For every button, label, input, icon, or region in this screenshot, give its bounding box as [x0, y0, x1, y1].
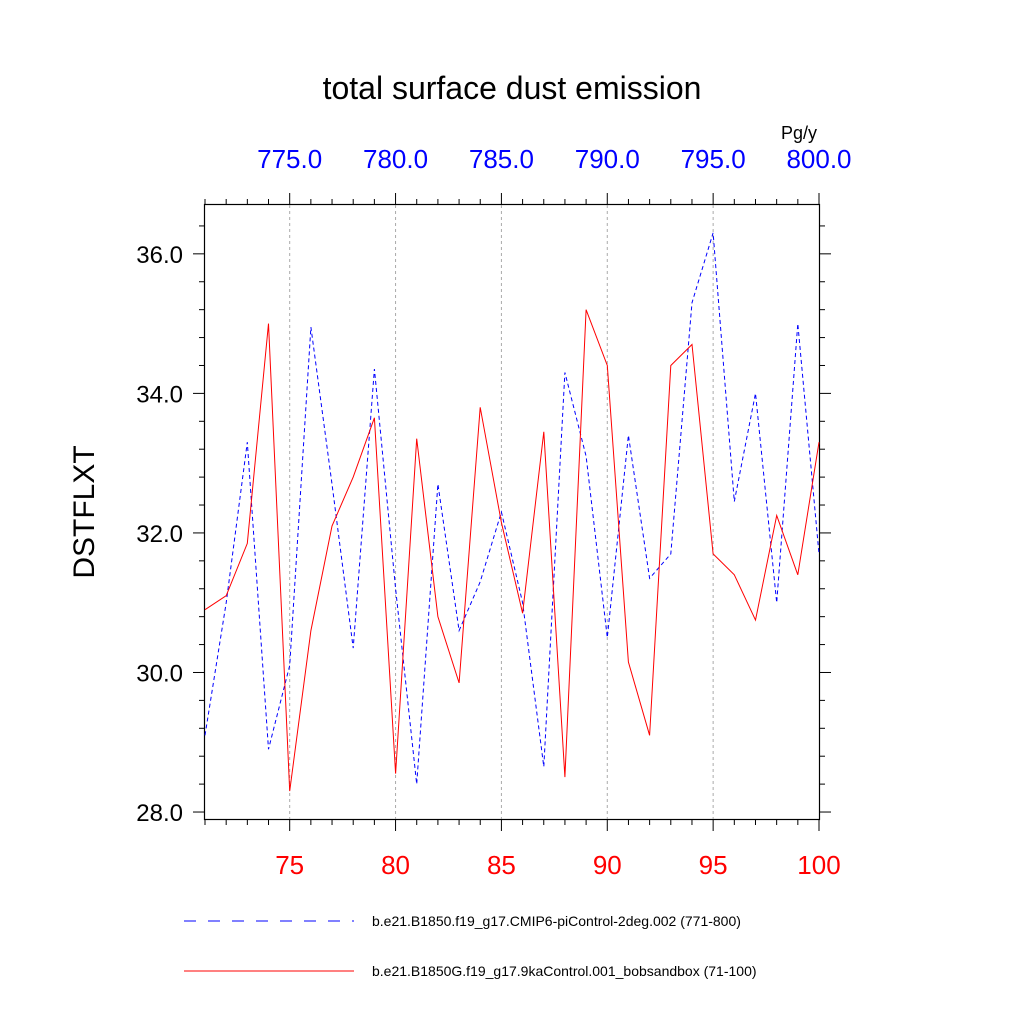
- series-lines: [204, 232, 820, 792]
- y-tick-label: 30.0: [136, 660, 183, 687]
- x-top-tick-label: 800.0: [786, 144, 851, 174]
- y-tick-label: 34.0: [136, 381, 183, 408]
- tick-labels: 28.0 30.0 32.0 34.0 36.0 75 80 85 90 95 100 775.0 78…: [136, 144, 851, 880]
- y-axis-label: DSTFLXT: [68, 445, 101, 578]
- x-top-tick-label: 785.0: [469, 144, 534, 174]
- chart-title: total surface dust emission: [323, 70, 702, 106]
- x-bottom-tick-label: 100: [797, 850, 840, 880]
- legend-label-9ka: b.e21.B1850G.f19_g17.9kaControl.001_bobs…: [372, 963, 757, 979]
- legend: b.e21.B1850.f19_g17.CMIP6-piControl-2deg…: [184, 913, 757, 979]
- x-bottom-tick-label: 75: [275, 850, 304, 880]
- plot-frame: [203, 203, 821, 821]
- legend-label-cmip6: b.e21.B1850.f19_g17.CMIP6-piControl-2deg…: [372, 913, 741, 929]
- y-tick-label: 36.0: [136, 242, 183, 269]
- y-tick-label: 32.0: [136, 521, 183, 548]
- series-line-cmip6: [204, 232, 820, 785]
- x-top-tick-label: 790.0: [575, 144, 640, 174]
- x-bottom-tick-label: 95: [699, 850, 728, 880]
- y-tick-label: 28.0: [136, 800, 183, 827]
- x-top-tick-label: 780.0: [363, 144, 428, 174]
- x-bottom-tick-label: 85: [487, 850, 516, 880]
- x-bottom-tick-label: 90: [593, 850, 622, 880]
- axis-ticks: [193, 193, 831, 831]
- x-bottom-tick-label: 80: [381, 850, 410, 880]
- series-line-9ka: [204, 309, 820, 792]
- x-top-tick-label: 775.0: [257, 144, 322, 174]
- units-label: Pg/y: [781, 123, 817, 143]
- x-top-tick-label: 795.0: [681, 144, 746, 174]
